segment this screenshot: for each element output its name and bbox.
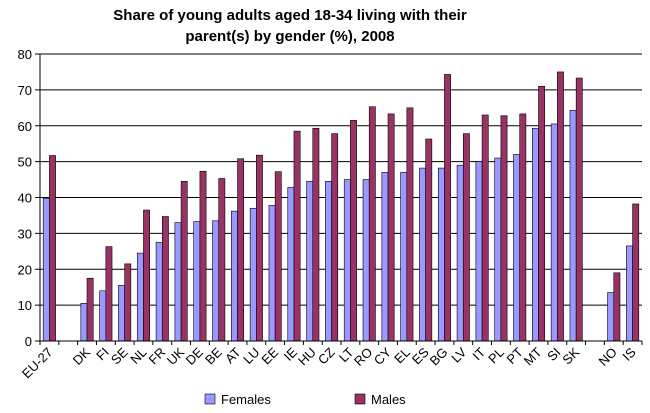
y-tick-label: 10 (18, 298, 32, 313)
y-tick-label: 0 (25, 334, 32, 349)
bar-males-lt (350, 120, 357, 342)
bar-males-mt (538, 85, 546, 342)
y-tick-label: 60 (18, 119, 32, 134)
bar-females-be (212, 220, 220, 342)
legend: Females Males (204, 392, 406, 407)
bar-males-pl (500, 115, 508, 342)
bar-females-pl (494, 157, 502, 342)
bar-males-de (199, 171, 207, 342)
bar-females-sk (569, 110, 577, 342)
x-category-label: IT (469, 344, 488, 363)
bar-females-mt (532, 127, 539, 342)
legend-swatch-males (354, 393, 366, 405)
bar-females-ie (287, 187, 295, 342)
bar-males-bg (444, 74, 451, 342)
x-category-label: EU-27 (19, 345, 56, 382)
bars (42, 71, 640, 342)
y-tick-label: 70 (18, 83, 32, 98)
bar-males-hu (312, 127, 320, 342)
bar-females-at (231, 210, 238, 342)
bar-males-cy (387, 113, 395, 342)
bar-females-uk (174, 222, 182, 342)
bar-males-pt (519, 113, 527, 342)
bar-males-at (237, 158, 245, 342)
bar-females-de (193, 221, 201, 342)
bar-females-is (626, 245, 633, 342)
x-category-label: EE (258, 344, 281, 367)
bar-females-si (550, 123, 558, 342)
y-tick-label: 20 (18, 262, 32, 277)
bar-males-lv (462, 133, 470, 342)
bar-males-el (406, 107, 414, 342)
y-axis-ticks: 0 10 20 30 40 50 60 70 80 (18, 47, 40, 349)
bar-females-ee (268, 205, 276, 342)
bar-females-no (607, 292, 615, 342)
bar-females-eu-27 (42, 197, 50, 342)
y-tick-label: 30 (18, 226, 32, 241)
bar-males-lu (256, 154, 263, 342)
bar-males-it (481, 114, 489, 342)
chart-title: Share of young adults aged 18-34 living … (113, 7, 467, 45)
bar-females-fr (155, 242, 163, 342)
x-category-label: CZ (315, 344, 338, 367)
bar-females-nl (136, 252, 144, 342)
bar-females-es (419, 167, 426, 342)
x-category-label: SK (559, 344, 582, 367)
bar-males-si (557, 71, 564, 342)
x-category-label: IS (619, 344, 639, 364)
x-category-label: BG (427, 345, 451, 369)
bar-males-be (218, 178, 226, 342)
bar-females-se (118, 285, 125, 342)
legend-label-females: Females (221, 392, 271, 407)
bar-males-dk (86, 277, 94, 342)
legend-swatch-females (204, 393, 216, 405)
bar-females-fi (99, 290, 107, 342)
bar-males-fr (161, 216, 169, 342)
x-category-label: FI (93, 345, 112, 364)
bar-females-ro (362, 179, 370, 342)
x-category-label: NO (596, 345, 620, 369)
bar-males-ee (274, 171, 282, 342)
bar-males-ro (368, 106, 376, 342)
bar-males-fi (105, 246, 113, 342)
bar-females-bg (437, 167, 445, 342)
bar-females-el (400, 172, 408, 342)
bar-males-ie (293, 130, 301, 342)
x-category-label: MT (521, 344, 545, 368)
bar-males-eu-27 (49, 155, 56, 342)
chart-title-line: Share of young adults aged 18-34 living … (113, 7, 467, 24)
bar-females-cz (325, 181, 332, 342)
y-tick-label: 80 (18, 47, 32, 62)
bar-females-lt (343, 179, 351, 342)
bar-males-cz (331, 133, 339, 342)
bar-females-dk (80, 303, 88, 342)
bar-males-uk (180, 181, 188, 342)
bar-females-lv (456, 164, 464, 342)
bar-females-pt (513, 154, 521, 342)
bar-males-nl (143, 209, 150, 342)
y-tick-label: 50 (18, 155, 32, 170)
chart-title-line: parent(s) by gender (%), 2008 (185, 28, 394, 45)
bar-females-it (475, 161, 483, 342)
bar-males-no (613, 272, 621, 342)
axes (39, 54, 643, 345)
x-category-label: SI (544, 345, 563, 364)
bar-males-is (632, 203, 640, 342)
x-category-label: LV (448, 344, 469, 365)
bar-females-cy (381, 172, 389, 342)
bar-females-hu (306, 181, 314, 342)
x-category-label: DK (70, 344, 94, 368)
legend-label-males: Males (371, 392, 406, 407)
bar-females-lu (249, 207, 257, 342)
bar-males-se (124, 263, 132, 342)
bar-males-es (425, 138, 433, 342)
y-tick-label: 40 (18, 191, 32, 206)
bar-males-sk (575, 77, 583, 342)
